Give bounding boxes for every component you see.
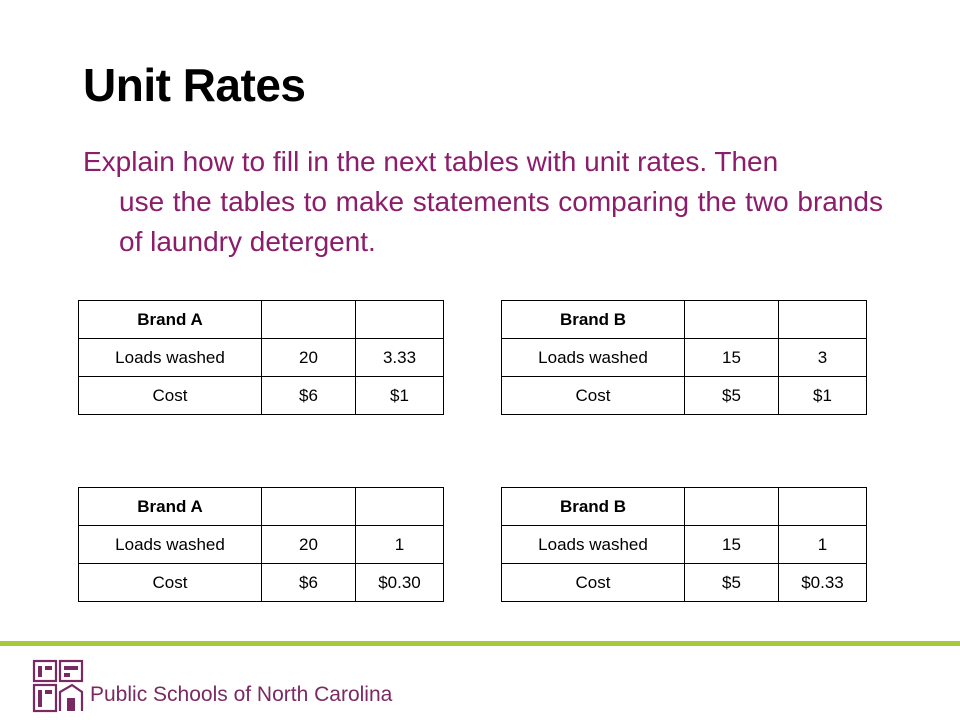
footer-accent-bar <box>0 641 960 646</box>
table-cell: $5 <box>684 563 779 602</box>
organization-name: Public Schools of North Carolina <box>90 683 393 706</box>
table-row: Loads washed 15 1 <box>501 525 867 564</box>
table-cell <box>778 300 867 339</box>
brand-b-rate-table-1: Brand B Loads washed 15 3 Cost $5 $1 <box>501 300 867 415</box>
table-cell <box>684 487 779 526</box>
table-cell: Loads washed <box>501 525 685 564</box>
table-row: Loads washed 15 3 <box>501 338 867 377</box>
table-cell: Cost <box>501 563 685 602</box>
table-cell: Brand A <box>78 487 262 526</box>
table-row: Cost $6 $0.30 <box>78 563 444 602</box>
table-cell <box>261 487 356 526</box>
table-cell: 15 <box>684 525 779 564</box>
brand-a-rate-table-1: Brand A Loads washed 20 3.33 Cost $6 $1 <box>78 300 444 415</box>
table-header-row: Brand A <box>78 487 444 526</box>
table-cell: 1 <box>355 525 444 564</box>
table-header-row: Brand B <box>501 300 867 339</box>
table-cell: $0.30 <box>355 563 444 602</box>
table-cell: Brand A <box>78 300 262 339</box>
body-text-line2: use the tables to make statements compar… <box>119 186 883 257</box>
brand-b-rate-table-2: Brand B Loads washed 15 1 Cost $5 $0.33 <box>501 487 867 602</box>
table-cell: Loads washed <box>78 338 262 377</box>
table-row: Cost $5 $1 <box>501 376 867 415</box>
table-cell: Cost <box>78 376 262 415</box>
ncdpi-logo-icon <box>32 659 84 713</box>
table-row: Cost $5 $0.33 <box>501 563 867 602</box>
table-cell: $1 <box>778 376 867 415</box>
table-header-row: Brand A <box>78 300 444 339</box>
table-cell: 20 <box>261 525 356 564</box>
slide-title: Unit Rates <box>83 59 306 111</box>
table-cell <box>261 300 356 339</box>
table-cell <box>355 487 444 526</box>
table-cell: Brand B <box>501 300 685 339</box>
table-cell: Cost <box>78 563 262 602</box>
body-text-line1: Explain how to fill in the next tables w… <box>83 146 779 177</box>
table-header-row: Brand B <box>501 487 867 526</box>
table-cell: 20 <box>261 338 356 377</box>
brand-a-rate-table-2: Brand A Loads washed 20 1 Cost $6 $0.30 <box>78 487 444 602</box>
table-row: Loads washed 20 1 <box>78 525 444 564</box>
table-cell: $0.33 <box>778 563 867 602</box>
table-cell: 3 <box>778 338 867 377</box>
table-cell: Loads washed <box>78 525 262 564</box>
table-cell: 1 <box>778 525 867 564</box>
table-cell: 3.33 <box>355 338 444 377</box>
table-cell: Brand B <box>501 487 685 526</box>
table-cell: $6 <box>261 376 356 415</box>
table-row: Cost $6 $1 <box>78 376 444 415</box>
table-cell: $1 <box>355 376 444 415</box>
table-cell <box>684 300 779 339</box>
table-cell <box>778 487 867 526</box>
table-row: Loads washed 20 3.33 <box>78 338 444 377</box>
table-cell: Loads washed <box>501 338 685 377</box>
table-cell: $6 <box>261 563 356 602</box>
slide-body-text: Explain how to fill in the next tables w… <box>83 142 883 262</box>
table-cell: $5 <box>684 376 779 415</box>
table-cell: Cost <box>501 376 685 415</box>
table-cell: 15 <box>684 338 779 377</box>
table-cell <box>355 300 444 339</box>
